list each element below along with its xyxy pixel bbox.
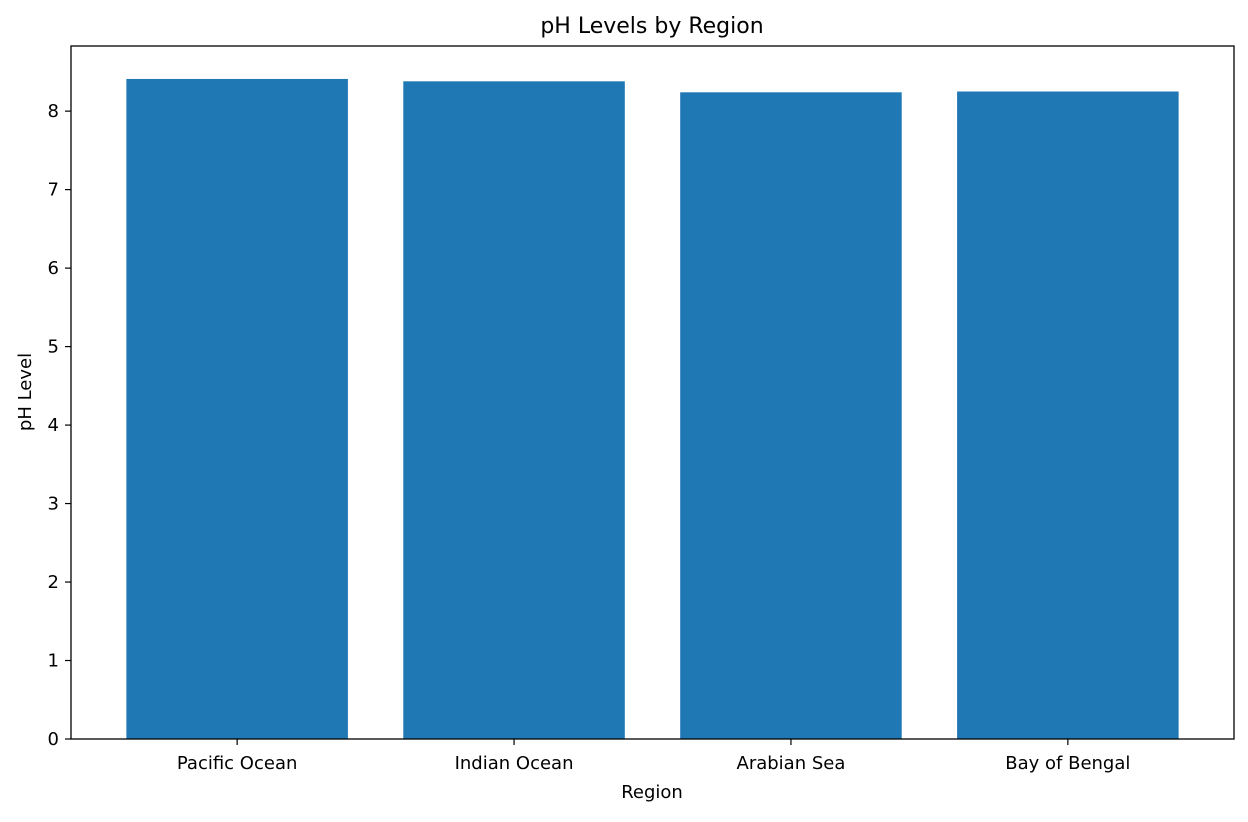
bar-indian-ocean — [403, 81, 625, 740]
chart-title: pH Levels by Region — [540, 14, 763, 39]
bars-group — [126, 78, 1179, 740]
bar-pacific-ocean — [126, 78, 348, 739]
y-tick-label: 3 — [48, 494, 59, 515]
x-axis-label: Region — [621, 782, 683, 803]
y-tick-label: 2 — [48, 572, 59, 593]
plot-frame — [70, 45, 1235, 740]
x-tick-label: Bay of Bengal — [1005, 753, 1130, 774]
y-tick-label: 4 — [48, 415, 59, 436]
bar-arabian-sea — [680, 92, 902, 740]
y-tick-label: 7 — [48, 180, 59, 201]
bar-bay-of-bengal — [957, 91, 1179, 739]
x-axis-ticks: Pacific Ocean Indian Ocean Arabian Sea Bay … — [177, 739, 1130, 774]
y-tick-label: 8 — [48, 101, 59, 122]
x-tick-label: Arabian Sea — [737, 753, 846, 774]
y-tick-label: 0 — [48, 729, 59, 750]
y-tick-label: 5 — [48, 337, 59, 358]
y-axis-label: pH Level — [15, 353, 36, 431]
x-tick-label: Indian Ocean — [455, 753, 574, 774]
y-tick-label: 1 — [48, 651, 59, 672]
y-axis-ticks: 0 1 2 3 4 5 6 7 8 — [48, 101, 71, 750]
x-tick-label: Pacific Ocean — [177, 753, 298, 774]
y-tick-label: 6 — [48, 258, 59, 279]
